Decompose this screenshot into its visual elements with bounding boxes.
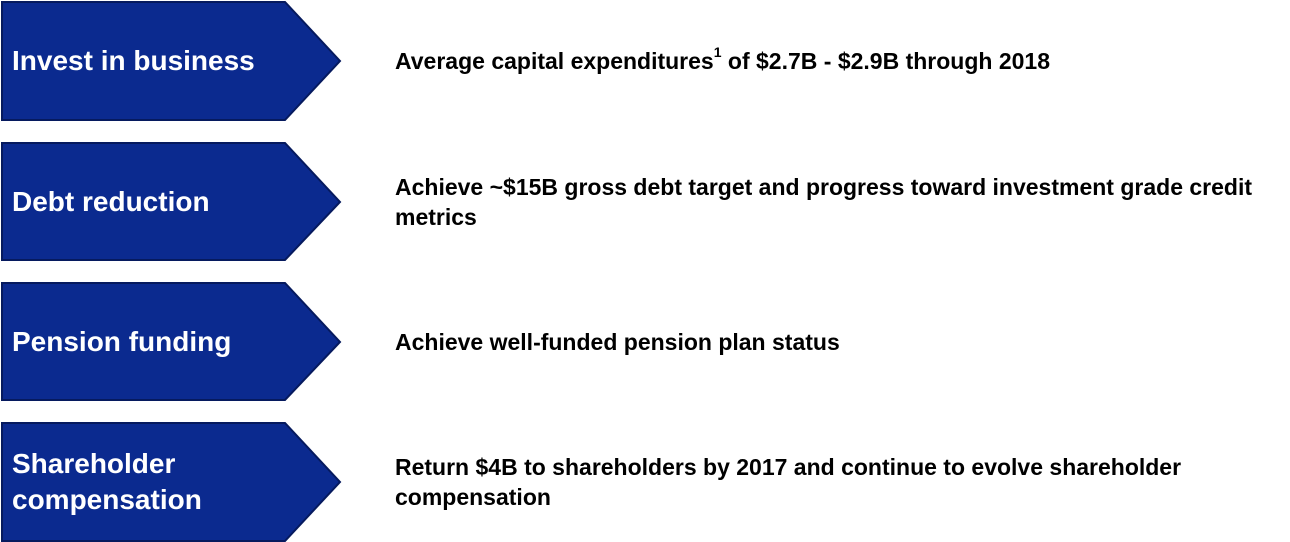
row-label: Debt reduction xyxy=(12,186,210,217)
row-description: Achieve ~$15B gross debt target and prog… xyxy=(395,143,1290,261)
description-text: Achieve well-funded pension plan status xyxy=(395,329,840,355)
description-text: Return $4B to shareholders by 2017 and c… xyxy=(395,454,1182,510)
row-label: Invest in business xyxy=(12,45,255,76)
description-text: of $2.7B - $2.9B through 2018 xyxy=(721,48,1051,74)
chevron xyxy=(1,1,342,121)
description-text: Achieve ~$15B gross debt target and prog… xyxy=(395,174,1253,230)
chevron xyxy=(1,142,342,261)
row-label: Shareholder compensation xyxy=(12,448,202,515)
row-label: Pension funding xyxy=(12,326,232,357)
footnote-mark: 1 xyxy=(713,44,722,60)
description-text: Average capital expenditures xyxy=(395,48,714,74)
row-description: Average capital expenditures1 of $2.7B -… xyxy=(395,2,1290,120)
chevron xyxy=(1,422,342,542)
row-description: Return $4B to shareholders by 2017 and c… xyxy=(395,423,1290,541)
chevron xyxy=(1,282,342,401)
row-description: Achieve well-funded pension plan status xyxy=(395,283,1290,401)
